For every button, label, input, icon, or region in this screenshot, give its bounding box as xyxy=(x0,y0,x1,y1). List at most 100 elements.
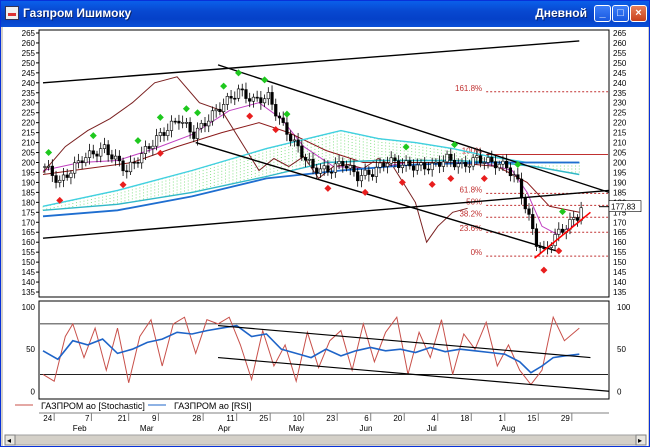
price-tick-label-left: 230 xyxy=(22,99,36,108)
price-tick-label-right: 215 xyxy=(613,129,627,138)
candle-body xyxy=(292,139,296,142)
candle-body xyxy=(419,162,423,166)
price-tick-label-right: 255 xyxy=(613,49,627,58)
candle-body xyxy=(102,144,107,149)
buy-signal-marker xyxy=(134,137,142,145)
window-title: Газпром Ишимоку xyxy=(23,6,132,20)
day-tick-label: 18 xyxy=(460,414,469,423)
candle-body xyxy=(233,97,237,100)
candle-body xyxy=(218,108,222,112)
ichimoku-chart: 1351401451501551601651701751801851901952… xyxy=(3,27,648,446)
candle-body xyxy=(65,174,69,178)
candle-body xyxy=(389,157,393,164)
sell-signal-marker xyxy=(361,188,369,196)
candle-body xyxy=(508,167,512,177)
candle-body xyxy=(203,123,207,127)
price-tick-label-right: 140 xyxy=(613,278,627,287)
oscillator-panel-frame xyxy=(38,300,610,400)
oscillator-tick-label-left: 100 xyxy=(22,303,36,312)
day-tick-label: 10 xyxy=(293,414,302,423)
candle-body xyxy=(140,153,144,164)
price-tick-label-left: 155 xyxy=(22,248,36,257)
candle-body xyxy=(80,160,84,164)
sell-signal-marker xyxy=(447,174,455,182)
app-icon[interactable] xyxy=(5,6,19,20)
chevron-left-icon: ◂ xyxy=(7,436,11,445)
price-tick-label-right: 205 xyxy=(613,149,627,158)
candle-body xyxy=(125,170,129,173)
candle-body xyxy=(281,117,285,123)
candle-body xyxy=(117,155,121,162)
candle-body xyxy=(270,92,274,105)
price-trend-line xyxy=(195,141,561,253)
day-tick-label: 7 xyxy=(85,414,90,423)
price-tick-label-right: 165 xyxy=(613,228,627,237)
candle-body xyxy=(490,157,494,162)
candle-body xyxy=(262,98,267,104)
candle-body xyxy=(374,167,378,177)
oscillator-series-line xyxy=(42,315,580,386)
price-tick-label-right: 150 xyxy=(613,258,627,267)
oscillator-tick-label-right: 0 xyxy=(617,387,622,396)
buy-signal-marker xyxy=(235,69,243,77)
candle-body xyxy=(296,139,300,147)
day-tick-label: 29 xyxy=(561,414,570,423)
candle-body xyxy=(560,228,565,233)
candle-body xyxy=(482,162,486,164)
sell-signal-marker xyxy=(156,149,164,157)
candle-body xyxy=(478,155,483,164)
title-bar[interactable]: Газпром Ишимоку Дневной _ □ × xyxy=(1,1,649,27)
buy-signal-marker xyxy=(514,160,522,168)
maximize-button[interactable]: □ xyxy=(612,5,629,22)
candle-body xyxy=(471,157,475,167)
candle-body xyxy=(43,166,47,168)
time-axis: 24 7 21 9 28 11 25 10 23 6 20 4 18 1 15 29 Feb Mar Apr May J… xyxy=(39,412,609,433)
candle-body xyxy=(393,157,397,162)
signal-markers xyxy=(45,69,567,274)
candle-body xyxy=(352,165,356,173)
candle-body xyxy=(311,158,315,169)
buy-signal-marker xyxy=(402,143,410,151)
price-tick-label-right: 230 xyxy=(613,99,627,108)
buy-signal-marker xyxy=(220,82,228,90)
month-tick-label: Jul xyxy=(427,424,437,433)
candle-body xyxy=(154,135,159,147)
price-tick-label-right: 155 xyxy=(613,248,627,257)
candle-body xyxy=(315,167,319,174)
oscillator-series xyxy=(42,315,580,386)
candle-body xyxy=(400,164,404,168)
price-tick-label-left: 190 xyxy=(22,178,36,187)
day-tick-label: 11 xyxy=(226,414,235,423)
candle-body xyxy=(184,122,188,124)
chevron-right-icon: ▸ xyxy=(638,436,642,445)
price-trend-lines xyxy=(42,40,610,259)
price-tick-label-left: 245 xyxy=(22,69,36,78)
candle-body xyxy=(50,165,54,176)
price-tick-label-right: 265 xyxy=(613,29,627,38)
month-tick-label: Feb xyxy=(73,424,87,433)
candle-body xyxy=(58,179,62,183)
candle-body xyxy=(441,161,445,167)
candle-body xyxy=(169,120,174,131)
scroll-left-button[interactable] xyxy=(4,434,16,446)
price-tick-label-right: 145 xyxy=(613,268,627,277)
price-tick-label-left: 250 xyxy=(22,59,36,68)
candle-body xyxy=(415,164,419,171)
close-button[interactable]: × xyxy=(630,5,647,22)
day-tick-label: 15 xyxy=(527,414,536,423)
price-tick-label-left: 175 xyxy=(22,208,36,217)
candle-body xyxy=(95,153,99,157)
scroll-right-button[interactable] xyxy=(635,434,647,446)
candle-body xyxy=(132,161,136,164)
minimize-button[interactable]: _ xyxy=(594,5,611,22)
day-tick-label: 1 xyxy=(498,414,503,423)
price-tick-label-left: 135 xyxy=(22,288,36,297)
buy-signal-marker xyxy=(89,132,97,140)
price-tick-label-left: 170 xyxy=(22,218,36,227)
horizontal-scrollbar[interactable] xyxy=(4,434,647,446)
candle-body xyxy=(162,132,166,136)
candle-body xyxy=(192,131,196,139)
candle-body xyxy=(549,245,553,248)
price-tick-label-left: 235 xyxy=(22,89,36,98)
